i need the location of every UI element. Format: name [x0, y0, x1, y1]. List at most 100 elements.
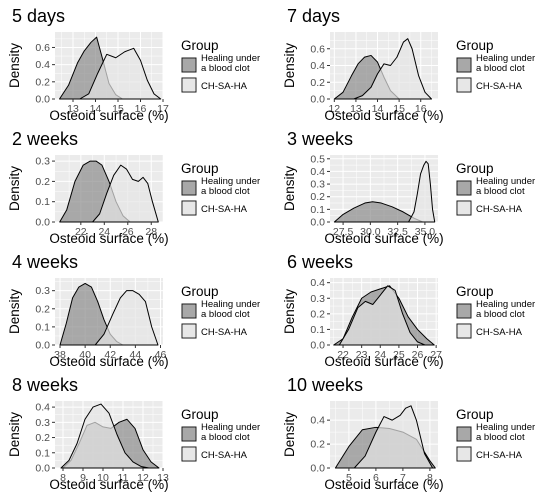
y-tick-label: 0.3 [35, 417, 50, 429]
x-tick-label: 12 [137, 472, 149, 484]
legend-label: CH-SA-HA [201, 327, 248, 338]
legend-swatch-healing [456, 180, 472, 196]
x-tick-label: 26 [122, 226, 134, 238]
legend-label: Healing under [201, 422, 260, 433]
y-tick-label: 0.0 [310, 463, 325, 475]
legend-title: Group [181, 284, 219, 299]
x-tick-label: 6 [373, 472, 379, 484]
x-tick-label: 13 [350, 103, 362, 115]
legend-swatch-healing [456, 426, 472, 442]
legend-label: Healing under [476, 176, 535, 187]
legend-swatch-healing [181, 303, 197, 319]
legend-title: Group [456, 38, 494, 53]
x-tick-label: 16 [135, 103, 147, 115]
x-tick-label: 12 [328, 103, 340, 115]
panel-title: 3 weeks [287, 129, 353, 149]
legend-swatch-ch-sa-ha [181, 77, 197, 93]
x-axis-title: Osteoid surface (%) [324, 108, 443, 123]
legend-title: Group [181, 407, 219, 422]
legend-swatch-ch-sa-ha [181, 200, 197, 216]
x-tick-label: 24 [98, 226, 110, 238]
x-tick-label: 11 [118, 472, 129, 484]
y-tick-label: 0.0 [35, 217, 50, 229]
y-tick-label: 0.5 [310, 153, 325, 165]
panel-title: 10 weeks [287, 375, 363, 395]
y-tick-label: 0.1 [35, 196, 50, 208]
legend-label: CH-SA-HA [476, 204, 523, 215]
legend-label: CH-SA-HA [476, 450, 523, 461]
x-tick-label: 15 [112, 103, 124, 115]
x-tick-label: 8 [60, 472, 66, 484]
legend-title: Group [181, 161, 219, 176]
x-tick-label: 7 [400, 472, 406, 484]
y-tick-label: 0.4 [35, 402, 50, 414]
legend-label: Healing under [476, 299, 535, 310]
y-tick-label: 0.0 [35, 340, 50, 352]
x-axis-title: Osteoid surface (%) [49, 231, 168, 246]
y-axis-title: Density [7, 166, 22, 211]
x-tick-label: 32.5 [387, 226, 408, 238]
y-tick-label: 0.4 [310, 60, 325, 72]
legend-title: Group [456, 284, 494, 299]
y-axis-title: Density [282, 43, 297, 88]
x-axis-title: Osteoid surface (%) [324, 477, 443, 492]
chart-panel-6: 6 weeks 0.0 0.1 0.2 0.3 0.4 22 23 24 25 26 27Osteoi… [282, 252, 535, 369]
legend-title: Group [456, 161, 494, 176]
legend-swatch-ch-sa-ha [456, 446, 472, 462]
y-tick-label: 0.2 [310, 77, 325, 89]
panel-title: 5 days [12, 6, 65, 26]
legend-swatch-healing [181, 57, 197, 73]
density-area-ch-sa-ha [94, 290, 159, 346]
y-tick-label: 0.4 [310, 166, 325, 178]
y-tick-label: 0.6 [310, 43, 325, 55]
legend-label: CH-SA-HA [476, 327, 523, 338]
legend-swatch-healing [456, 57, 472, 73]
legend-label: Healing under [476, 53, 535, 64]
x-tick-label: 28 [145, 226, 157, 238]
y-tick-label: 0.2 [35, 76, 50, 88]
x-tick-label: 35.0 [415, 226, 436, 238]
legend-swatch-ch-sa-ha [456, 77, 472, 93]
legend-label: a blood clot [201, 186, 250, 197]
density-area-ch-sa-ha [60, 403, 150, 469]
y-axis-title: Density [282, 289, 297, 334]
y-tick-label: 0.0 [310, 340, 325, 352]
y-tick-label: 0.2 [35, 176, 50, 188]
x-tick-label: 14 [372, 103, 384, 115]
legend-label: a blood clot [476, 432, 525, 443]
x-tick-label: 42 [104, 349, 116, 361]
y-tick-label: 0.0 [35, 94, 50, 106]
y-axis-title: Density [7, 289, 22, 334]
legend-swatch-healing [181, 426, 197, 442]
panel-title: 6 weeks [287, 252, 353, 272]
legend-label: CH-SA-HA [201, 81, 248, 92]
panel-title: 4 weeks [12, 252, 78, 272]
legend-label: CH-SA-HA [476, 81, 523, 92]
y-axis-title: Density [7, 43, 22, 88]
legend-label: a blood clot [476, 309, 525, 320]
legend-title: Group [456, 407, 494, 422]
chart-panel-4: 3 weeks 0.00.10.20.30.40.5 27.5 30.0 32.5 35.… [282, 129, 535, 246]
density-area-ch-sa-ha [92, 164, 159, 223]
y-tick-label: 0.4 [35, 59, 50, 71]
density-area-ch-sa-ha [408, 160, 436, 223]
x-tick-label: 16 [415, 103, 427, 115]
y-tick-label: 0.2 [310, 191, 325, 203]
y-tick-label: 0.3 [310, 179, 325, 191]
y-axis-title: Density [7, 412, 22, 457]
y-tick-label: 0.2 [310, 439, 325, 451]
x-tick-label: 10 [97, 472, 109, 484]
x-axis-title: Osteoid surface (%) [324, 354, 443, 369]
legend-swatch-healing [456, 303, 472, 319]
density-area-ch-sa-ha [353, 38, 433, 100]
